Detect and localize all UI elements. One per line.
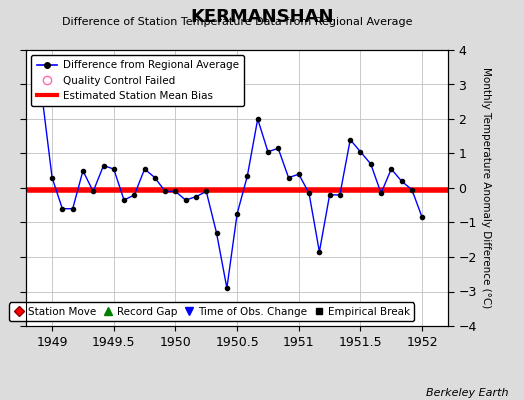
Text: KERMANSHAN: KERMANSHAN bbox=[190, 8, 334, 26]
Y-axis label: Monthly Temperature Anomaly Difference (°C): Monthly Temperature Anomaly Difference (… bbox=[481, 67, 490, 309]
Text: Berkeley Earth: Berkeley Earth bbox=[426, 388, 508, 398]
Legend: Station Move, Record Gap, Time of Obs. Change, Empirical Break: Station Move, Record Gap, Time of Obs. C… bbox=[9, 302, 414, 321]
Title: Difference of Station Temperature Data from Regional Average: Difference of Station Temperature Data f… bbox=[62, 17, 412, 27]
